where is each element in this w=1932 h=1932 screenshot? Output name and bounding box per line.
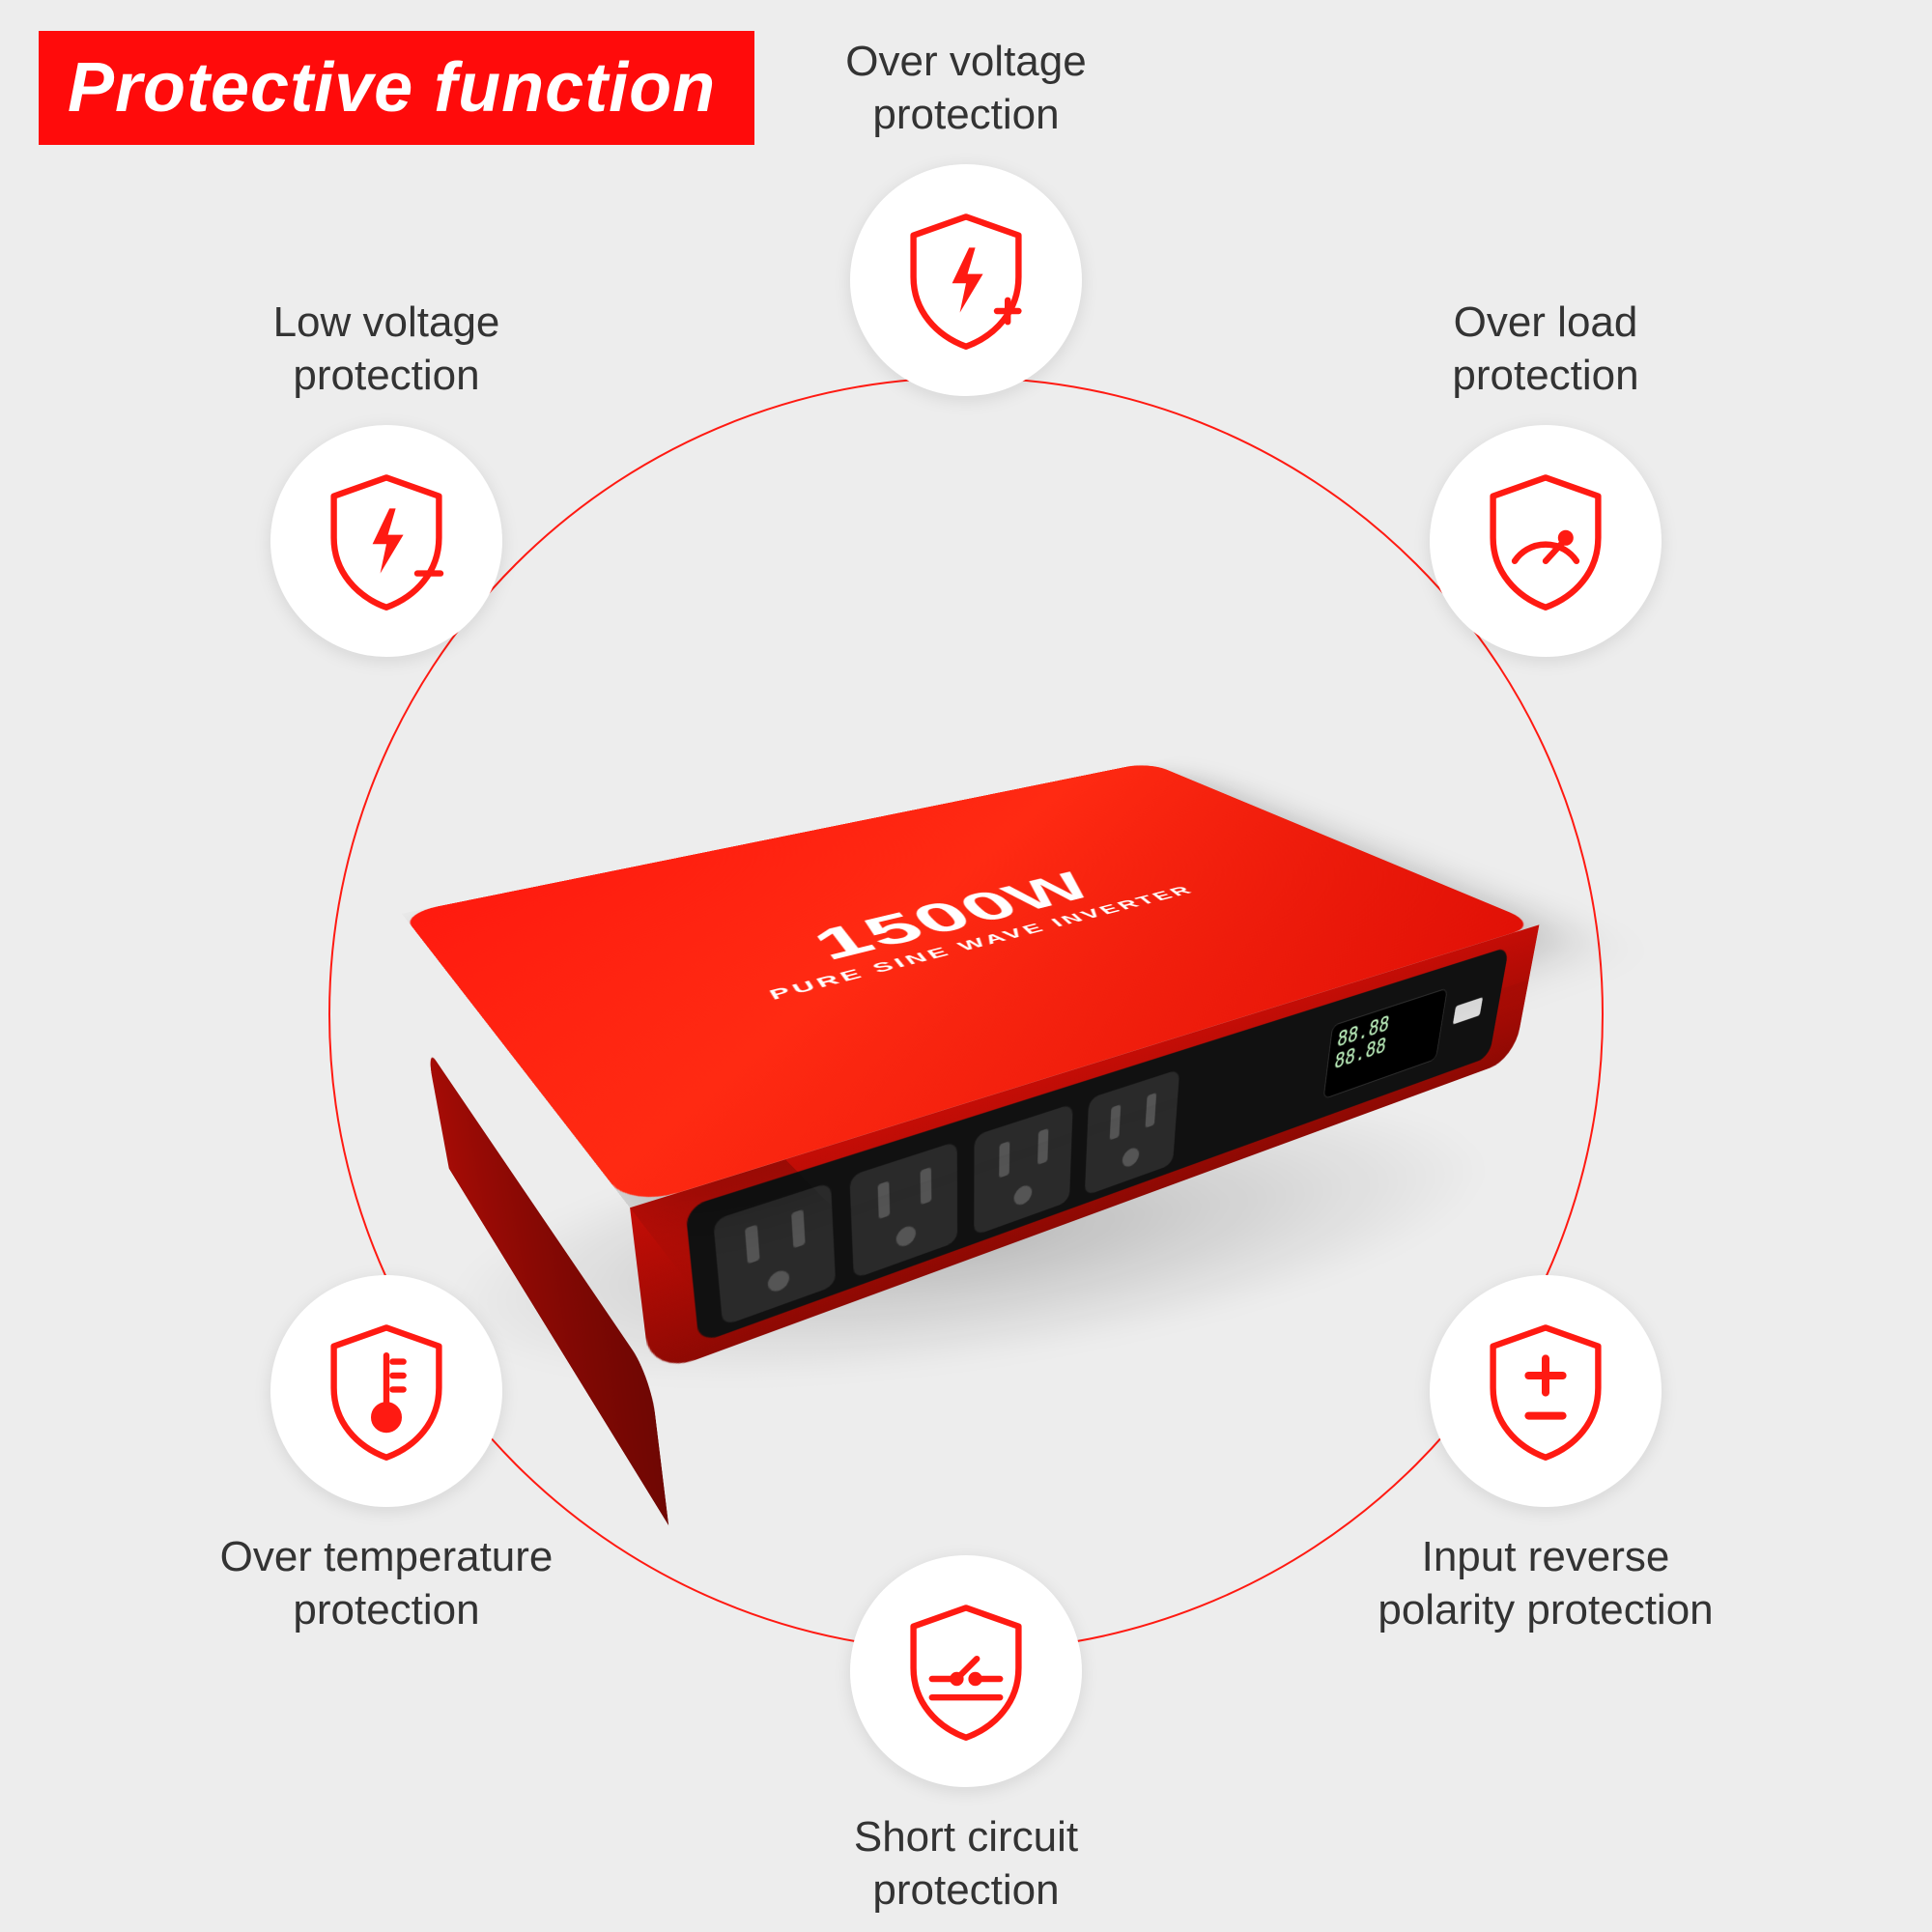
feature-reverse_polarity: Input reverse polarity protection [1323, 1275, 1768, 1636]
feature-label: Input reverse polarity protection [1323, 1530, 1768, 1636]
shield-bolt-plus-icon [850, 164, 1082, 396]
feature-label: Over temperature protection [164, 1530, 609, 1636]
feature-label: Over voltage protection [744, 35, 1188, 141]
product-lcd: 88.8888.88 [1323, 987, 1448, 1099]
feature-over_load: Over load protection [1323, 296, 1768, 657]
feature-label: Over load protection [1323, 296, 1768, 402]
title-banner: Protective function [39, 31, 754, 145]
shield-gauge-icon [1430, 425, 1662, 657]
usb-port-icon [1453, 997, 1483, 1024]
ac-outlet-icon [1085, 1069, 1179, 1196]
feature-label: Short circuit protection [744, 1810, 1188, 1917]
shield-bolt-minus-icon [270, 425, 502, 657]
ac-outlet-icon [849, 1141, 957, 1279]
shield-thermo-icon [270, 1275, 502, 1507]
infographic-canvas: Protective function 88.8888.88 1500W PUR… [0, 0, 1932, 1932]
product-image: 88.8888.88 1500W PURE SINE WAVE INVERTER [512, 753, 1420, 1352]
product-wattage: 1500W [713, 852, 1181, 989]
shield-plus-minus-icon [1430, 1275, 1662, 1507]
shield-switch-icon [850, 1555, 1082, 1787]
ac-outlet-icon [713, 1182, 836, 1326]
feature-short_circuit: Short circuit protection [744, 1555, 1188, 1917]
feature-low_voltage: Low voltage protection [164, 296, 609, 657]
feature-over_voltage: Over voltage protection [744, 35, 1188, 396]
feature-over_temp: Over temperature protection [164, 1275, 609, 1636]
ac-outlet-icon [974, 1103, 1073, 1236]
feature-label: Low voltage protection [164, 296, 609, 402]
